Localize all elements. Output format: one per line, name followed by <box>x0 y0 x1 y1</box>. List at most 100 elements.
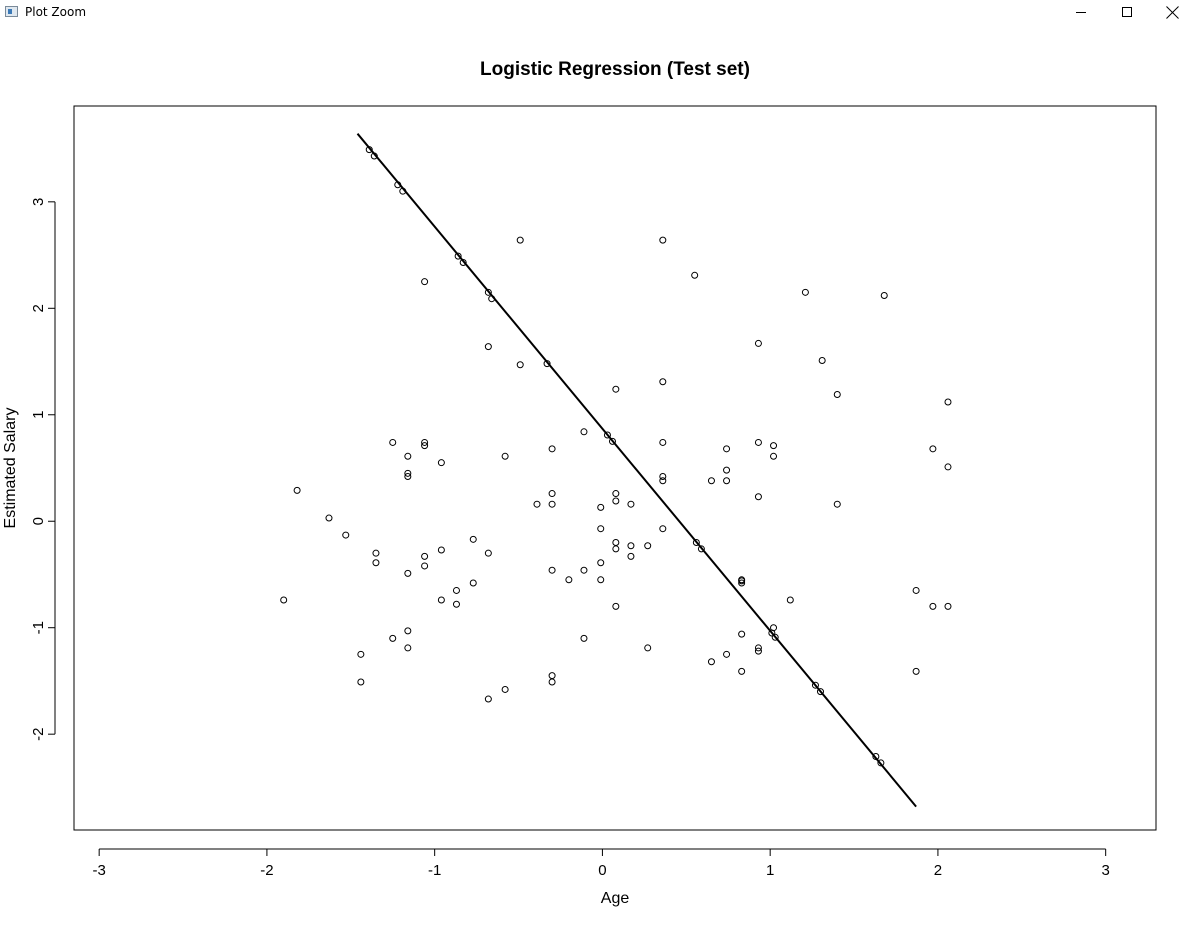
y-tick-label: 1 <box>30 411 47 419</box>
y-axis-label: Estimated Salary <box>2 408 19 529</box>
data-point <box>697 545 705 553</box>
data-point <box>612 602 620 610</box>
data-point <box>357 650 365 658</box>
data-point <box>707 477 715 485</box>
y-tick-label: -2 <box>30 728 47 741</box>
maximize-button[interactable] <box>1105 0 1151 26</box>
data-point <box>659 473 667 481</box>
data-point <box>770 452 778 460</box>
data-point <box>437 459 445 467</box>
data-point <box>501 452 509 460</box>
data-point <box>738 667 746 675</box>
data-point <box>801 288 809 296</box>
data-point <box>325 514 333 522</box>
y-tick-label: 2 <box>30 304 47 312</box>
data-point <box>929 445 937 453</box>
minimize-button[interactable] <box>1059 0 1105 26</box>
data-point <box>280 596 288 604</box>
data-point <box>597 576 605 584</box>
plot-window-icon <box>5 6 18 17</box>
data-point <box>833 500 841 508</box>
x-tick-label: 0 <box>598 862 606 879</box>
data-point <box>833 391 841 399</box>
minimize-icon <box>1076 12 1086 13</box>
data-point <box>454 252 462 260</box>
data-point <box>880 292 888 300</box>
data-point <box>357 678 365 686</box>
x-tick-label: 1 <box>766 862 774 879</box>
data-point <box>738 579 746 587</box>
data-point <box>342 531 350 539</box>
x-axis: -3 -2 -1 0 1 2 3 <box>92 848 1110 879</box>
data-point <box>723 650 731 658</box>
data-point <box>548 490 556 498</box>
data-point <box>770 442 778 450</box>
data-point <box>597 525 605 533</box>
x-tick-label: -2 <box>260 862 273 879</box>
data-point <box>469 579 477 587</box>
data-point <box>389 634 397 642</box>
data-point <box>421 442 429 450</box>
data-point <box>469 535 477 543</box>
data-point <box>612 490 620 498</box>
close-icon <box>1165 5 1181 21</box>
data-point <box>421 278 429 286</box>
data-point <box>754 647 762 655</box>
data-point <box>723 477 731 485</box>
window-titlebar: Plot Zoom <box>0 0 1187 26</box>
data-point <box>548 500 556 508</box>
data-point <box>516 236 524 244</box>
data-point <box>627 500 635 508</box>
data-points <box>280 146 952 767</box>
data-point <box>421 552 429 560</box>
data-point <box>516 361 524 369</box>
data-point <box>644 644 652 652</box>
data-point <box>597 503 605 511</box>
data-point <box>612 497 620 505</box>
x-tick-label: 3 <box>1102 862 1110 879</box>
data-point <box>533 500 541 508</box>
data-point <box>723 466 731 474</box>
regression-line <box>356 133 917 808</box>
data-point <box>452 586 460 594</box>
data-point <box>691 271 699 279</box>
data-point <box>580 566 588 574</box>
data-point <box>644 542 652 550</box>
data-point <box>659 477 667 485</box>
data-point <box>372 549 380 557</box>
decision-boundary <box>356 133 917 808</box>
data-point <box>944 602 952 610</box>
data-point <box>754 339 762 347</box>
data-point <box>484 343 492 351</box>
data-point <box>501 685 509 693</box>
data-point <box>659 525 667 533</box>
data-point <box>771 633 779 641</box>
data-point <box>608 437 616 445</box>
data-point <box>818 356 826 364</box>
data-point <box>548 566 556 574</box>
data-point <box>484 695 492 703</box>
data-point <box>723 445 731 453</box>
data-point <box>612 385 620 393</box>
x-tick-label: -3 <box>92 862 105 879</box>
data-point <box>404 473 412 481</box>
data-point <box>437 546 445 554</box>
data-point <box>659 378 667 386</box>
data-point <box>404 627 412 635</box>
data-point <box>816 688 824 696</box>
data-point <box>548 678 556 686</box>
data-point <box>404 469 412 477</box>
data-point <box>692 539 700 547</box>
data-point <box>612 539 620 547</box>
data-point <box>944 398 952 406</box>
data-point <box>738 630 746 638</box>
data-point <box>754 438 762 446</box>
close-button[interactable] <box>1151 0 1187 26</box>
data-point <box>912 667 920 675</box>
data-point <box>754 493 762 501</box>
data-point <box>877 759 885 767</box>
data-point <box>548 445 556 453</box>
data-point <box>421 438 429 446</box>
data-point <box>404 452 412 460</box>
data-point <box>659 236 667 244</box>
